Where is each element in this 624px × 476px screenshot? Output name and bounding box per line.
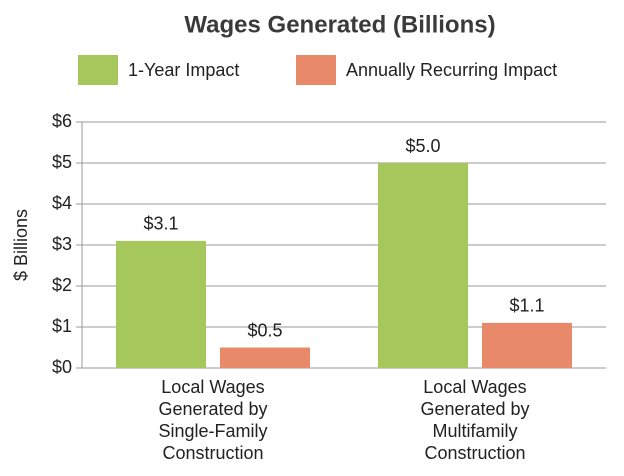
y-tick-label: $1 — [52, 316, 72, 336]
bar — [378, 163, 468, 368]
bar — [116, 240, 206, 368]
legend-swatch — [296, 55, 336, 85]
y-axis-label: $ Billions — [11, 209, 31, 281]
value-label: $5.0 — [405, 136, 440, 156]
value-label: $0.5 — [247, 320, 282, 340]
y-tick-label: $3 — [52, 234, 72, 254]
x-tick-label: Single-Family — [158, 421, 267, 441]
legend-swatch — [78, 55, 118, 85]
y-tick-label: $0 — [52, 357, 72, 377]
y-tick-label: $4 — [52, 193, 72, 213]
value-label: $3.1 — [143, 214, 178, 234]
y-tick-label: $5 — [52, 152, 72, 172]
bar — [220, 347, 310, 368]
x-tick-label: Construction — [162, 443, 263, 463]
x-tick-label: Local Wages — [161, 377, 264, 397]
legend-label: 1-Year Impact — [128, 60, 239, 80]
x-tick-label: Generated by — [158, 399, 267, 419]
x-tick-label: Construction — [424, 443, 525, 463]
bar — [482, 322, 572, 368]
x-tick-label: Multifamily — [432, 421, 517, 441]
legend-label: Annually Recurring Impact — [346, 60, 557, 80]
value-label: $1.1 — [509, 296, 544, 316]
y-tick-label: $2 — [52, 275, 72, 295]
x-tick-label: Generated by — [420, 399, 529, 419]
chart-title: Wages Generated (Billions) — [184, 11, 495, 38]
y-tick-label: $6 — [52, 111, 72, 131]
x-tick-label: Local Wages — [423, 377, 526, 397]
